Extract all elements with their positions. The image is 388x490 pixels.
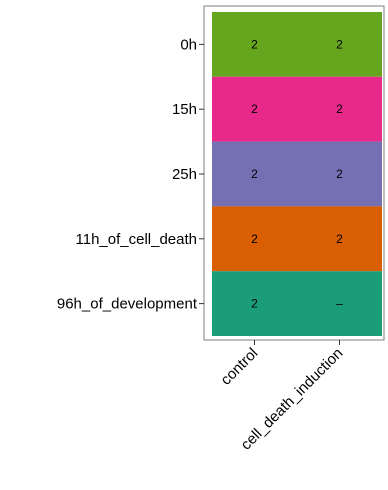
cell-label: 2 <box>336 232 343 246</box>
y-tick-label: 96h_of_development <box>57 296 198 313</box>
y-axis: 0h 15h 25h 11h_of_cell_death 96h_of_developm… <box>57 36 204 313</box>
y-tick-label: 0h <box>180 36 197 53</box>
cell-label: 2 <box>336 102 343 116</box>
y-tick-label: 11h_of_cell_death <box>76 231 198 248</box>
heatmap-row-0 <box>212 12 382 77</box>
heatmap-row-3 <box>212 206 382 272</box>
y-tick-label: 15h <box>172 101 197 118</box>
cell-label: 2 <box>251 297 258 311</box>
cell-label: – <box>336 297 343 311</box>
heatmap-cells: 2 2 2 2 2 2 2 2 2 – <box>212 12 382 336</box>
cell-label: 2 <box>336 37 343 51</box>
x-tick-label: control <box>217 345 261 389</box>
cell-label: 2 <box>336 167 343 181</box>
cell-label: 2 <box>251 167 258 181</box>
heatmap-row-2 <box>212 141 382 207</box>
heatmap-row-1 <box>212 76 382 142</box>
cell-label: 2 <box>251 102 258 116</box>
cell-label: 2 <box>251 37 258 51</box>
y-tick-label: 25h <box>172 166 197 183</box>
cell-label: 2 <box>251 232 258 246</box>
heatmap-row-4 <box>212 271 382 336</box>
